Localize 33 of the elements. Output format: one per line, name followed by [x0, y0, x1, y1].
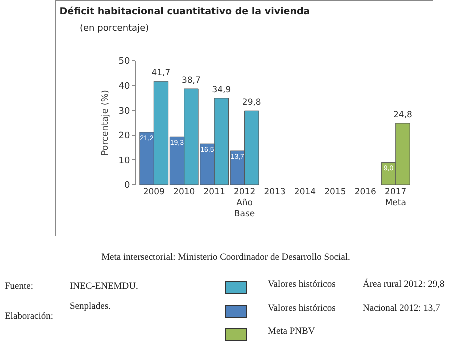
x-tick-label: 2009 [143, 188, 165, 198]
chart-subtitle: (en porcentaje) [80, 24, 150, 34]
x-tick-label: 2014 [294, 188, 316, 198]
data-label: 34,9 [212, 85, 232, 96]
data-label: 41,7 [152, 68, 171, 79]
legend-label: Meta PNBV [268, 327, 316, 337]
data-label: 24,8 [394, 110, 412, 120]
y-tick-label: 10 [118, 156, 130, 166]
y-axis-title: Porcentaje (%) [101, 90, 111, 156]
source-note: Fuente: [5, 282, 34, 292]
y-tick-label: 20 [118, 132, 130, 142]
x-tick-label: 2010 [174, 188, 196, 198]
x-tick-label: 2017 Meta [385, 188, 407, 209]
text: Nacional 2012: 13,7 [363, 304, 440, 314]
chart-title: Déficit habitacional cuantitativo de la vivienda [60, 6, 310, 18]
x-tick-label: 2012 Año Base [234, 188, 256, 220]
text: Senplades. [70, 302, 111, 312]
text: Elaboración: [5, 312, 54, 322]
data-label: 38,7 [182, 76, 201, 86]
data-label: 29,8 [242, 98, 262, 108]
legend-label: Valores históricos [268, 304, 336, 314]
x-tick-label: 2016 [354, 188, 376, 198]
y-tick-label: 50 [118, 57, 130, 68]
x-tick-label: 2015 [324, 188, 346, 198]
text: Meta intersectorial: Ministerio Coordinador de Desarrollo Social. [100, 253, 352, 263]
x-tick-label: 2011 [204, 188, 226, 198]
text: INEC-ENEMDU. [70, 282, 138, 292]
y-tick-label: 40 [118, 82, 130, 92]
legend-label: Valores históricos [268, 280, 336, 290]
text: Área rural 2012: 29,8 [363, 280, 445, 290]
y-tick-label: 0 [124, 181, 130, 192]
y-tick-label: 30 [118, 106, 130, 117]
x-tick-label: 2013 [264, 188, 286, 198]
